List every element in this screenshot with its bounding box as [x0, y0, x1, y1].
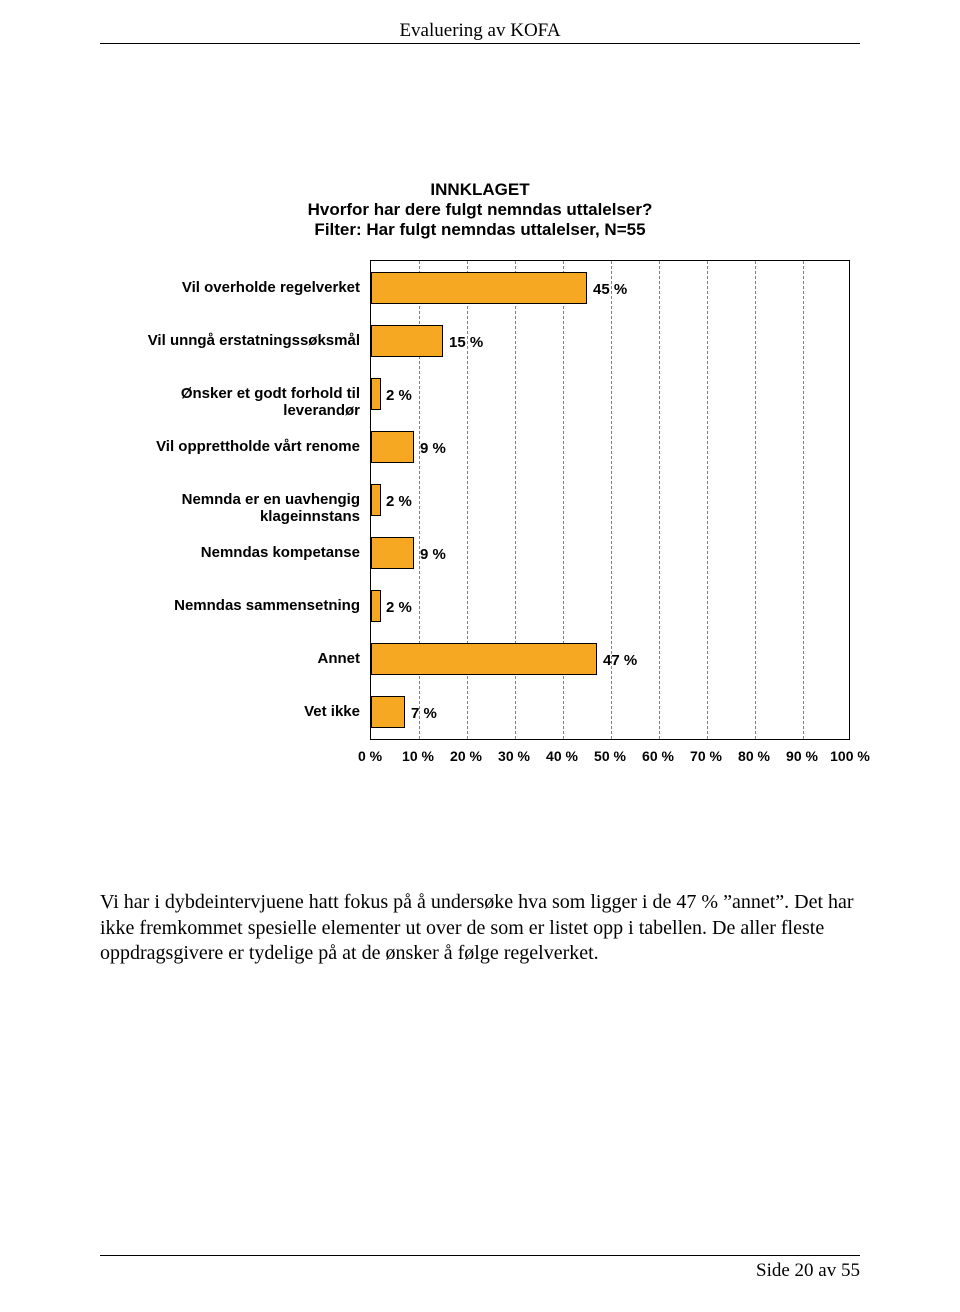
xtick-0: 0 % — [358, 748, 382, 764]
gridline — [707, 261, 708, 739]
bar-1 — [371, 325, 443, 357]
bar-label-2: 2 % — [386, 387, 412, 404]
xtick-8: 80 % — [738, 748, 770, 764]
gridline — [803, 261, 804, 739]
bar-label-0: 45 % — [593, 281, 627, 298]
footer-divider — [100, 1255, 860, 1256]
bar-label-4: 2 % — [386, 493, 412, 510]
xtick-7: 70 % — [690, 748, 722, 764]
xtick-9: 90 % — [786, 748, 818, 764]
gridline — [659, 261, 660, 739]
bar-2 — [371, 378, 381, 410]
xtick-3: 30 % — [498, 748, 530, 764]
bar-label-7: 47 % — [603, 652, 637, 669]
cat-label-5: Nemndas kompetanse — [201, 545, 360, 562]
bar-8 — [371, 696, 405, 728]
xtick-4: 40 % — [546, 748, 578, 764]
chart-title: INNKLAGET Hvorfor har dere fulgt nemndas… — [308, 180, 653, 240]
bar-label-5: 9 % — [420, 546, 446, 563]
bar-6 — [371, 590, 381, 622]
cat-label-1: Vil unngå erstatningssøksmål — [148, 333, 360, 350]
gridline — [755, 261, 756, 739]
bar-4 — [371, 484, 381, 516]
xtick-2: 20 % — [450, 748, 482, 764]
cat-label-0: Vil overholde regelverket — [182, 280, 360, 297]
bar-5 — [371, 537, 414, 569]
chart-title-line3: Filter: Har fulgt nemndas uttalelser, N=… — [308, 220, 653, 240]
cat-label-7: Annet — [318, 651, 361, 668]
chart-title-line2: Hvorfor har dere fulgt nemndas uttalelse… — [308, 200, 653, 220]
xtick-1: 10 % — [402, 748, 434, 764]
xtick-5: 50 % — [594, 748, 626, 764]
bar-label-6: 2 % — [386, 599, 412, 616]
chart-title-line1: INNKLAGET — [308, 180, 653, 200]
chart-box: Vil overholde regelverket Vil unngå erst… — [100, 260, 860, 820]
bar-0 — [371, 272, 587, 304]
running-head-text: Evaluering av KOFA — [399, 20, 560, 42]
xtick-6: 60 % — [642, 748, 674, 764]
cat-label-3: Vil opprettholde vårt renome — [156, 439, 360, 456]
cat-label-8: Vet ikke — [304, 704, 360, 721]
page-number: Side 20 av 55 — [756, 1260, 860, 1282]
bar-3 — [371, 431, 414, 463]
bar-7 — [371, 643, 597, 675]
bar-label-3: 9 % — [420, 440, 446, 457]
cat-label-2: Ønsker et godt forhold til leverandør — [100, 386, 360, 419]
cat-label-4: Nemnda er en uavhengig klageinnstans — [100, 492, 360, 525]
cat-label-6: Nemndas sammensetning — [174, 598, 360, 615]
bar-label-1: 15 % — [449, 334, 483, 351]
bar-label-8: 7 % — [411, 705, 437, 722]
plot-area: 45 % 15 % 2 % 9 % 2 % 9 % 2 % 47 % 7 % — [370, 260, 850, 740]
body-paragraph: Vi har i dybdeintervjuene hatt fokus på … — [100, 890, 860, 967]
running-head: Evaluering av KOFA — [100, 20, 860, 44]
xtick-10: 100 % — [830, 748, 870, 764]
